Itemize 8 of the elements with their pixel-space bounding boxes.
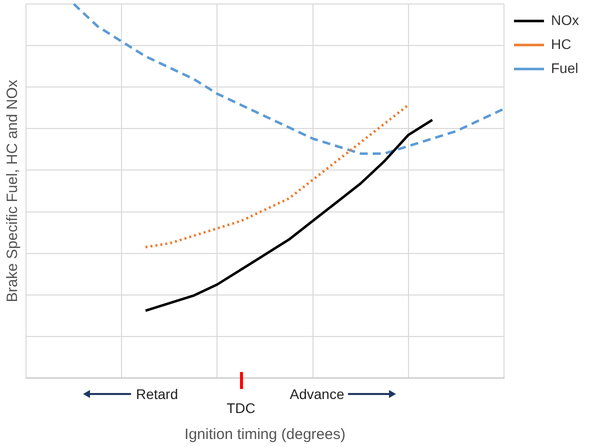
legend-label: HC bbox=[551, 36, 572, 52]
x-axis-title: Ignition timing (degrees) bbox=[184, 426, 346, 444]
legend-label: Fuel bbox=[551, 60, 578, 76]
legend-label: NOx bbox=[551, 12, 579, 28]
text: TDC bbox=[226, 400, 256, 416]
text: Advance bbox=[290, 386, 344, 402]
text: Retard bbox=[136, 386, 178, 402]
y-axis-title: Brake Specific Fuel, HC and NOx bbox=[4, 79, 22, 302]
